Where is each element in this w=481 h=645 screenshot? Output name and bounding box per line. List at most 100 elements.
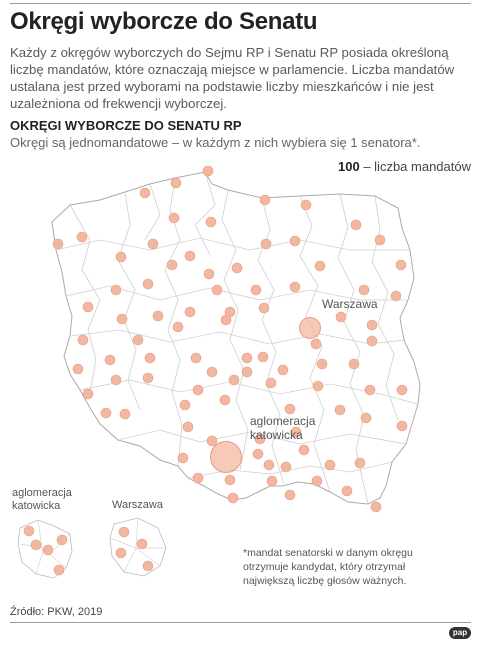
district-dot [316,358,328,370]
district-dot [52,238,64,250]
district-dot [390,290,402,302]
district-dot [219,394,231,406]
map-label-warszawa: Warszawa [322,297,378,311]
district-dot [192,384,204,396]
district-dot [396,420,408,432]
district-dot [203,268,215,280]
district-dot [139,187,151,199]
inset-warszawa-label: Warszawa [112,499,163,511]
district-dot [370,501,382,513]
katowice-aggregate-dot [210,441,242,473]
district-dot [289,235,301,247]
top-rule [10,3,471,4]
district-dot [228,374,240,386]
district-dot [184,250,196,262]
district-dot [300,199,312,211]
district-dot [170,177,182,189]
district-dot [298,444,310,456]
district-dot [241,366,253,378]
district-dot [360,412,372,424]
district-dot [184,306,196,318]
district-dot [202,165,214,177]
district-dot [312,380,324,392]
district-dot [76,231,88,243]
district-dot [179,399,191,411]
district-dot [310,338,322,350]
map-label-katowice-2: katowicka [250,428,303,442]
district-dot [104,354,116,366]
district-dot [396,384,408,396]
district-dot [290,426,302,438]
district-dot [324,459,336,471]
district-dot [144,352,156,364]
district-dot [263,459,275,471]
district-dot [224,474,236,486]
warszawa-aggregate-dot [299,317,321,339]
district-dot [314,260,326,272]
district-dot [284,403,296,415]
district-dot [119,408,131,420]
footnote: *mandat senatorski w danym okręgu otrzym… [243,547,413,587]
district-dot [142,372,154,384]
district-dot [311,475,323,487]
map-subtitle: OKRĘGI WYBORCZE DO SENATU RP [10,118,242,133]
district-dot [206,435,218,447]
map-label-katowice-1: aglomeracja [250,414,316,428]
district-dot [190,352,202,364]
district-dot [335,311,347,323]
district-dot [231,262,243,274]
district-dot [220,314,232,326]
source-credit: Źródło: PKW, 2019 [10,606,103,618]
district-dot [374,234,386,246]
district-dot [77,334,89,346]
lead-text: Każdy z okręgów wyborczych do Sejmu RP i… [10,45,455,111]
inset-katowice-label: aglomeracja katowicka [12,487,72,512]
district-dot [227,492,239,504]
district-dots [52,165,408,513]
legend-value: 100 [338,159,360,174]
district-dot [250,284,262,296]
district-dot [147,238,159,250]
district-dot [258,302,270,314]
district-dot [354,457,366,469]
district-dot [341,485,353,497]
district-dot [289,281,301,293]
district-dot [395,259,407,271]
district-dot [284,489,296,501]
district-dot [82,388,94,400]
district-dot [241,352,253,364]
district-dot [334,404,346,416]
pap-logo: pap [449,627,471,639]
district-dot [266,475,278,487]
district-dot [366,335,378,347]
legend: 100 – liczba mandatów [338,159,471,174]
district-dot [177,452,189,464]
district-dot [115,251,127,263]
bottom-rule [10,622,471,623]
district-dot [132,334,144,346]
district-dot [192,472,204,484]
inset-warszawa [109,517,167,577]
page-title: Okręgi wyborcze do Senatu [10,8,318,35]
legend-label: – liczba mandatów [363,159,471,174]
district-dot [260,238,272,250]
district-dot [166,259,178,271]
district-borders [55,171,419,505]
district-dot [257,351,269,363]
district-dot [350,219,362,231]
district-dot [116,313,128,325]
district-dot [211,284,223,296]
district-dot [172,321,184,333]
district-dot [348,358,360,370]
district-dot [254,433,266,445]
district-dot [110,284,122,296]
district-dot [280,461,292,473]
district-dot [259,194,271,206]
district-dot [152,310,164,322]
district-dot [265,377,277,389]
district-dot [206,366,218,378]
district-dot [182,421,194,433]
district-dot [364,384,376,396]
district-dot [142,278,154,290]
